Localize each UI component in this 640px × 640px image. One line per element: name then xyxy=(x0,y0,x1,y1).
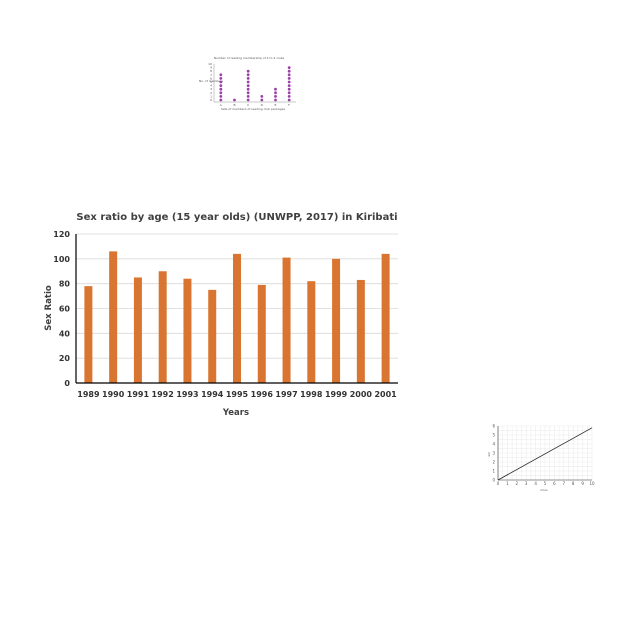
x-tick-label: 1990 xyxy=(102,390,125,399)
y-tick-label: 120 xyxy=(53,230,70,239)
bar-2000 xyxy=(357,280,365,383)
bar-1999 xyxy=(332,259,340,383)
x-tick-label: 1992 xyxy=(152,390,174,399)
x-tick-label: 1991 xyxy=(127,390,150,399)
bar-1992 xyxy=(159,271,167,383)
bar-1991 xyxy=(134,277,142,383)
line-y-tick-label: 1 xyxy=(492,469,495,474)
x-tick-label: 1998 xyxy=(300,390,323,399)
x-tick-label: 2001 xyxy=(374,390,397,399)
bar-1995 xyxy=(233,254,241,383)
y-tick-label: 60 xyxy=(59,305,71,314)
x-tick-label: 1996 xyxy=(251,390,274,399)
line-y-tick-label: 6 xyxy=(492,424,495,429)
line-x-tick-label: 4 xyxy=(534,481,537,486)
bar-1990 xyxy=(109,251,117,383)
y-axis-label: Sex Ratio xyxy=(44,285,54,331)
y-tick-label: 20 xyxy=(59,354,71,363)
line-x-tick-label: 0 xyxy=(497,481,500,486)
bar-1996 xyxy=(258,285,266,383)
line-graph-chart: km mins 0 1 2 3 4 5 6 7 8 9 10 0 1 2 3 4 5 6 xyxy=(480,422,596,492)
line-x-tick-label: 9 xyxy=(581,481,584,486)
bar-1994 xyxy=(208,290,216,383)
y-tick-label: 100 xyxy=(53,255,70,264)
x-tick-label: 1989 xyxy=(77,390,100,399)
bar-2001 xyxy=(382,254,390,383)
line-x-tick-label: 1 xyxy=(506,481,509,486)
x-axis-label: Years xyxy=(222,408,249,418)
bar-1989 xyxy=(84,286,92,383)
x-tick-label: 1994 xyxy=(201,390,224,399)
x-tick-label: 1999 xyxy=(325,390,348,399)
line-x-tick-label: 10 xyxy=(589,481,595,486)
line-x-tick-label: 2 xyxy=(516,481,519,486)
x-tick-label: 1997 xyxy=(275,390,297,399)
y-tick-label: 0 xyxy=(64,379,70,388)
bar-1997 xyxy=(283,258,291,383)
y-tick-label: 40 xyxy=(59,329,71,338)
line-y-tick-label: 5 xyxy=(492,433,495,438)
line-x-tick-label: 7 xyxy=(563,481,566,486)
bar-1993 xyxy=(183,279,191,383)
y-tick-label: 80 xyxy=(59,280,71,289)
line-y-tick-label: 4 xyxy=(492,442,495,447)
line-y-tick-label: 3 xyxy=(492,451,495,456)
bar-1998 xyxy=(307,281,315,383)
x-tick-label: 1995 xyxy=(226,390,249,399)
chart-title: Sex ratio by age (15 year olds) (UNWPP, … xyxy=(76,212,397,223)
line-chart-x-axis-label: mins xyxy=(540,488,548,492)
x-tick-label: 2000 xyxy=(350,390,373,399)
line-x-tick-label: 3 xyxy=(525,481,528,486)
x-tick-label: 1993 xyxy=(176,390,198,399)
line-x-tick-label: 6 xyxy=(553,481,556,486)
line-chart-y-axis-label: km xyxy=(487,452,491,457)
line-y-tick-label: 2 xyxy=(492,460,495,465)
line-y-tick-label: 0 xyxy=(492,478,495,483)
line-x-tick-label: 8 xyxy=(572,481,575,486)
line-x-tick-label: 5 xyxy=(544,481,547,486)
